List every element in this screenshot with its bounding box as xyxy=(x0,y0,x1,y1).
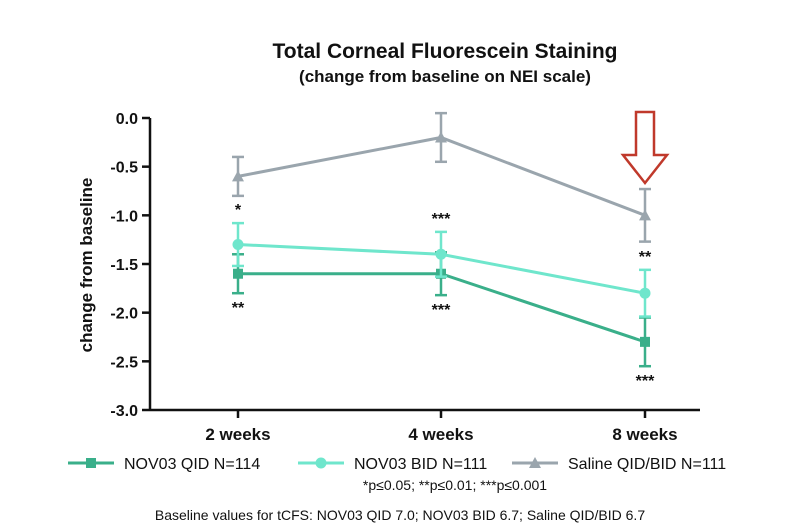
chart-title: Total Corneal Fluorescein Staining xyxy=(273,40,618,63)
significance-label: ** xyxy=(639,249,652,266)
y-tick-label: 0.0 xyxy=(116,111,138,128)
y-tick-label: -1.0 xyxy=(110,208,138,225)
legend-marker xyxy=(315,457,327,469)
significance-label: *** xyxy=(432,211,451,228)
y-tick-label: -2.0 xyxy=(110,306,138,323)
plot-area: 0.0 -0.5 -1.0 -1.5 -2.0 -2.5 -3.0 2 weeks 4 week… xyxy=(110,110,700,444)
down-arrow-icon xyxy=(620,110,670,186)
y-tick-label: -3.0 xyxy=(110,403,138,420)
data-point xyxy=(435,248,447,260)
significance-label: ** xyxy=(232,300,245,317)
data-point xyxy=(639,209,651,221)
significance-label: *** xyxy=(636,373,655,390)
data-point xyxy=(232,170,244,182)
data-point xyxy=(639,287,651,299)
x-tick-label: 8 weeks xyxy=(612,425,677,444)
x-tick-label: 2 weeks xyxy=(205,425,270,444)
legend-marker xyxy=(86,458,96,468)
x-tick-label: 4 weeks xyxy=(408,425,473,444)
y-tick-label: -1.5 xyxy=(110,257,138,274)
y-axis-label: change from baseline xyxy=(77,178,96,353)
y-tick-label: -0.5 xyxy=(110,160,138,177)
data-point xyxy=(233,268,243,279)
significance-footnote: *p≤0.05; **p≤0.01; ***p≤0.001 xyxy=(363,477,547,493)
legend-label: NOV03 QID N=114 xyxy=(124,456,260,473)
data-point xyxy=(640,336,650,347)
chart-subtitle: (change from baseline on NEI scale) xyxy=(299,67,591,86)
significance-label: *** xyxy=(432,302,451,319)
significance-label: * xyxy=(235,202,242,219)
legend-label: NOV03 BID N=111 xyxy=(354,456,487,473)
data-point xyxy=(232,239,244,251)
baseline-note: Baseline values for tCFS: NOV03 QID 7.0;… xyxy=(155,507,645,523)
legend-marker xyxy=(529,457,541,468)
legend-label: Saline QID/BID N=111 xyxy=(568,456,726,473)
legend: NOV03 QID N=114 NOV03 BID N=111 Saline QID… xyxy=(68,456,726,473)
data-point xyxy=(435,131,447,143)
y-tick-label: -2.5 xyxy=(110,354,138,371)
